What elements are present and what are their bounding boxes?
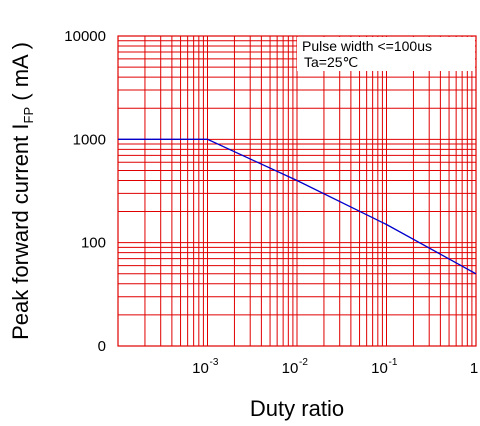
y-tick-label: 0	[98, 338, 106, 355]
annotation-pulse-width: Pulse width <=100us	[302, 38, 432, 54]
annotation-box: Pulse width <=100us Ta=25℃	[297, 37, 475, 71]
x-tick-labels: 10 -3 10 -2 10 -1 1	[192, 357, 478, 377]
x-tick-label: 10	[192, 360, 209, 377]
annotation-background	[297, 37, 475, 71]
series-group	[118, 138, 477, 275]
y-tick-labels: 0 100 1000 10000	[64, 28, 106, 355]
x-tick-exponent: -1	[389, 357, 398, 368]
grid	[117, 35, 477, 347]
y-tick-label: 10000	[64, 28, 106, 45]
x-tick-exponent: -2	[299, 357, 308, 368]
y-tick-label: 100	[81, 235, 106, 252]
x-tick-label: 1	[470, 360, 478, 377]
x-tick-label: 10	[371, 360, 388, 377]
annotation-temperature: Ta=25℃	[304, 54, 358, 70]
y-axis-label: Peak forward current IFP ( mA )	[8, 42, 36, 340]
y-axis-label-unit: ( mA )	[8, 42, 33, 107]
x-tick-label: 10	[282, 360, 299, 377]
y-tick-label: 1000	[73, 131, 106, 148]
y-axis-label-main: Peak forward current I	[8, 123, 33, 339]
x-tick-exponent: -3	[210, 357, 219, 368]
plot-frame	[117, 35, 477, 347]
y-axis-label-subscript: FP	[21, 107, 36, 124]
x-axis-label: Duty ratio	[250, 396, 344, 421]
series-line	[118, 138, 477, 275]
